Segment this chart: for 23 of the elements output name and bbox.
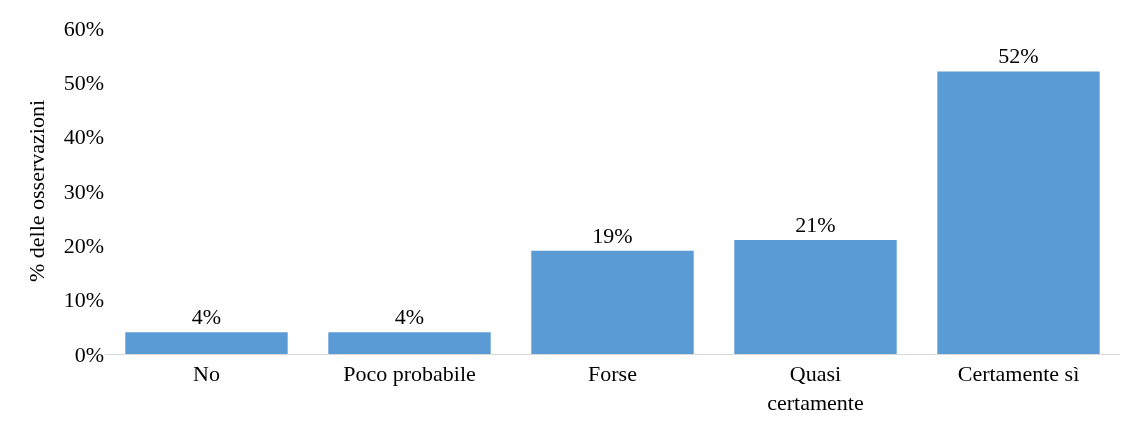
- x-tick-label: No: [193, 361, 220, 387]
- data-label: 19%: [592, 222, 633, 248]
- y-tick-label: 10%: [63, 287, 104, 313]
- x-tick-label: Quasi certamente: [767, 361, 864, 415]
- y-axis-title: % delle osservazioni: [24, 99, 50, 283]
- x-tick-label: Certamente sì: [957, 361, 1080, 387]
- y-tick-label: 30%: [63, 178, 104, 204]
- y-tick-label: 40%: [63, 124, 104, 150]
- data-label: 4%: [394, 304, 425, 330]
- y-tick-label: 0%: [74, 341, 104, 367]
- bar: [125, 332, 288, 354]
- y-tick-label: 60%: [63, 15, 104, 41]
- bar: [937, 71, 1100, 354]
- bar: [734, 239, 897, 354]
- data-label: 4%: [191, 304, 222, 330]
- data-label: 21%: [795, 211, 836, 237]
- x-tick-label: Poco probabile: [343, 361, 476, 387]
- data-label: 52%: [998, 43, 1039, 69]
- x-tick-label: Forse: [588, 361, 637, 387]
- bar: [328, 332, 491, 354]
- bar: [531, 250, 694, 354]
- y-tick-label: 50%: [63, 70, 104, 96]
- y-tick-label: 20%: [63, 233, 104, 259]
